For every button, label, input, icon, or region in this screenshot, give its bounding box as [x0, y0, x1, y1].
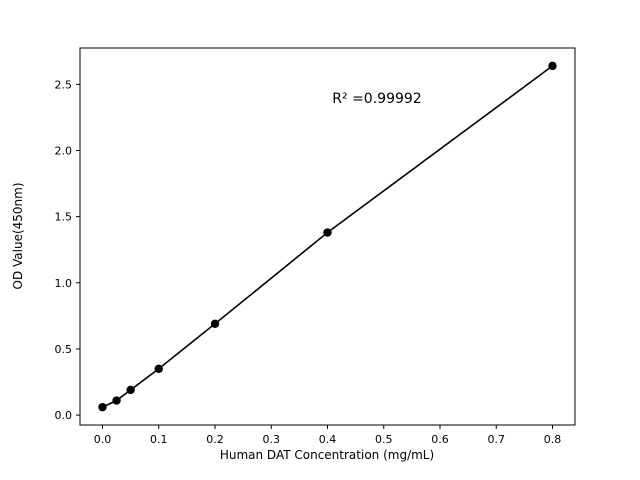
r-squared-annotation: R² =0.99992 [332, 91, 421, 107]
x-tick-label: 0.2 [206, 433, 224, 446]
y-tick-label: 1.5 [55, 211, 73, 224]
x-tick-label: 0.8 [544, 433, 562, 446]
x-tick-label: 0.5 [375, 433, 393, 446]
y-tick-label: 2.5 [55, 78, 73, 91]
data-point [323, 228, 332, 237]
y-tick-label: 2.0 [55, 145, 73, 158]
x-tick-label: 0.4 [319, 433, 337, 446]
y-tick-label: 0.5 [55, 343, 73, 356]
x-tick-label: 0.7 [488, 433, 506, 446]
y-tick-label: 0.0 [55, 409, 73, 422]
x-tick-label: 0.1 [150, 433, 168, 446]
y-tick-label: 1.0 [55, 277, 73, 290]
x-tick-label: 0.3 [263, 433, 281, 446]
x-tick-label: 0.6 [431, 433, 449, 446]
y-axis-label: OD Value(450nm) [11, 182, 25, 289]
data-point [112, 396, 121, 405]
data-series-layer [98, 61, 557, 412]
data-point [98, 402, 107, 412]
ticks-layer: 0.0 0.1 0.2 0.3 0.4 0.5 0.6 0.7 0.8 0.0 0.5 1.0 1.5 2… [55, 78, 562, 446]
x-axis-label: Human DAT Concentration (mg/mL) [220, 448, 434, 462]
x-tick-label: 0.0 [94, 433, 112, 446]
data-point [154, 364, 163, 373]
data-point [548, 61, 557, 71]
data-point [210, 319, 220, 329]
data-point [126, 385, 135, 395]
